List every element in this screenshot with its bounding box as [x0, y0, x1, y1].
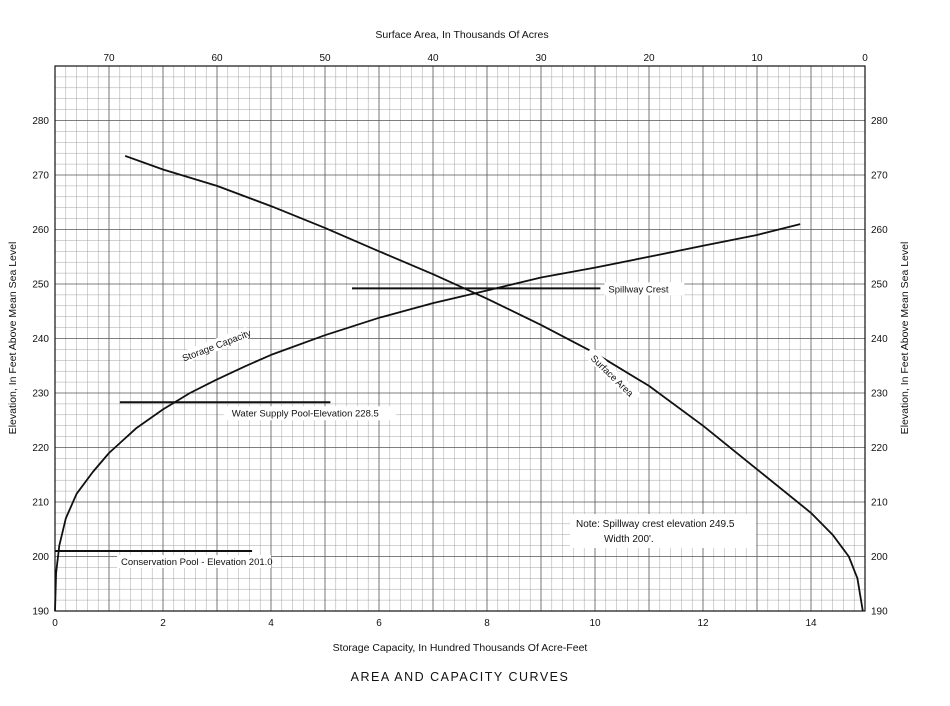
note-box: Note: Spillway crest elevation 249.5 Wid… — [570, 514, 756, 548]
y-tick-label-left: 280 — [32, 116, 49, 127]
y-tick-label-left: 270 — [32, 171, 49, 182]
y-tick-label-right: 250 — [871, 280, 888, 291]
conservation-pool-label: Conservation Pool - Elevation 201.0 — [121, 557, 273, 568]
y-tick-label-right: 210 — [871, 498, 888, 509]
x2-tick-label: 70 — [103, 53, 115, 64]
x-tick-label: 2 — [160, 618, 166, 629]
y-tick-label-left: 220 — [32, 443, 49, 454]
water-supply-pool-label: Water Supply Pool-Elevation 228.5 — [232, 408, 379, 419]
label-backdrop — [117, 555, 271, 569]
storage-capacity-label-group: Storage Capacity — [181, 327, 253, 364]
y-tick-label-left: 190 — [32, 607, 49, 618]
x2-tick-label: 40 — [427, 53, 439, 64]
y-axis-ticks-left: 190 200 210 220 230 240 250 260 270 280 — [32, 116, 49, 618]
y-tick-label-right: 230 — [871, 389, 888, 400]
x2-tick-label: 0 — [862, 53, 868, 64]
y-tick-label-right: 260 — [871, 225, 888, 236]
note-line-2: Width 200'. — [604, 534, 654, 545]
chart-title: AREA AND CAPACITY CURVES — [351, 670, 570, 684]
curves — [54, 155, 864, 612]
y-axis-ticks-right: 190 200 210 220 230 240 250 260 270 280 — [871, 116, 888, 618]
label-backdrop — [604, 282, 685, 296]
label-backdrop — [583, 347, 642, 404]
x2-tick-label: 60 — [211, 53, 223, 64]
y-tick-label-left: 210 — [32, 498, 49, 509]
spillway-crest-label: Spillway Crest — [608, 284, 669, 295]
x2-tick-label: 20 — [643, 53, 655, 64]
y-tick-label-right: 200 — [871, 552, 888, 563]
x2-tick-label: 30 — [535, 53, 547, 64]
y-tick-label-left: 260 — [32, 225, 49, 236]
x-tick-label: 10 — [589, 618, 601, 629]
x2-tick-label: 50 — [319, 53, 331, 64]
y-tick-label-left: 200 — [32, 552, 49, 563]
y-tick-label-right: 270 — [871, 171, 888, 182]
x-axis-ticks-bottom: 0 2 4 6 8 10 12 14 — [52, 618, 817, 629]
x-tick-label: 6 — [376, 618, 382, 629]
y-tick-label-right: 240 — [871, 334, 888, 345]
reference-lines: Spillway Crest Water Supply Pool-Elevatio… — [55, 282, 685, 569]
y-tick-label-right: 190 — [871, 607, 888, 618]
x-axis-title-top: Surface Area, In Thousands Of Acres — [375, 29, 548, 41]
surface-area-curve — [124, 155, 864, 612]
x-tick-label: 4 — [268, 618, 274, 629]
plot-frame — [54, 65, 866, 612]
y-axis-title-right: Elevation, In Feet Above Mean Sea Level — [899, 242, 911, 435]
y-tick-label-right: 280 — [871, 116, 888, 127]
label-backdrop — [223, 406, 396, 421]
x-tick-label: 14 — [805, 618, 817, 629]
note-line-1: Note: Spillway crest elevation 249.5 — [576, 519, 735, 530]
x-tick-label: 0 — [52, 618, 58, 629]
x-axis-ticks-top: 70 60 50 40 30 20 10 0 — [103, 53, 868, 64]
storage-capacity-curve — [54, 223, 801, 612]
x2-tick-label: 10 — [751, 53, 763, 64]
y-tick-label-left: 240 — [32, 334, 49, 345]
y-tick-label-right: 220 — [871, 443, 888, 454]
x-axis-title-bottom: Storage Capacity, In Hundred Thousands O… — [333, 642, 588, 654]
y-axis-title-left: Elevation, In Feet Above Mean Sea Level — [7, 242, 19, 435]
y-tick-label-left: 250 — [32, 280, 49, 291]
x-tick-label: 8 — [484, 618, 490, 629]
y-tick-label-left: 230 — [32, 389, 49, 400]
label-backdrop — [182, 327, 251, 363]
x-tick-label: 12 — [697, 618, 709, 629]
